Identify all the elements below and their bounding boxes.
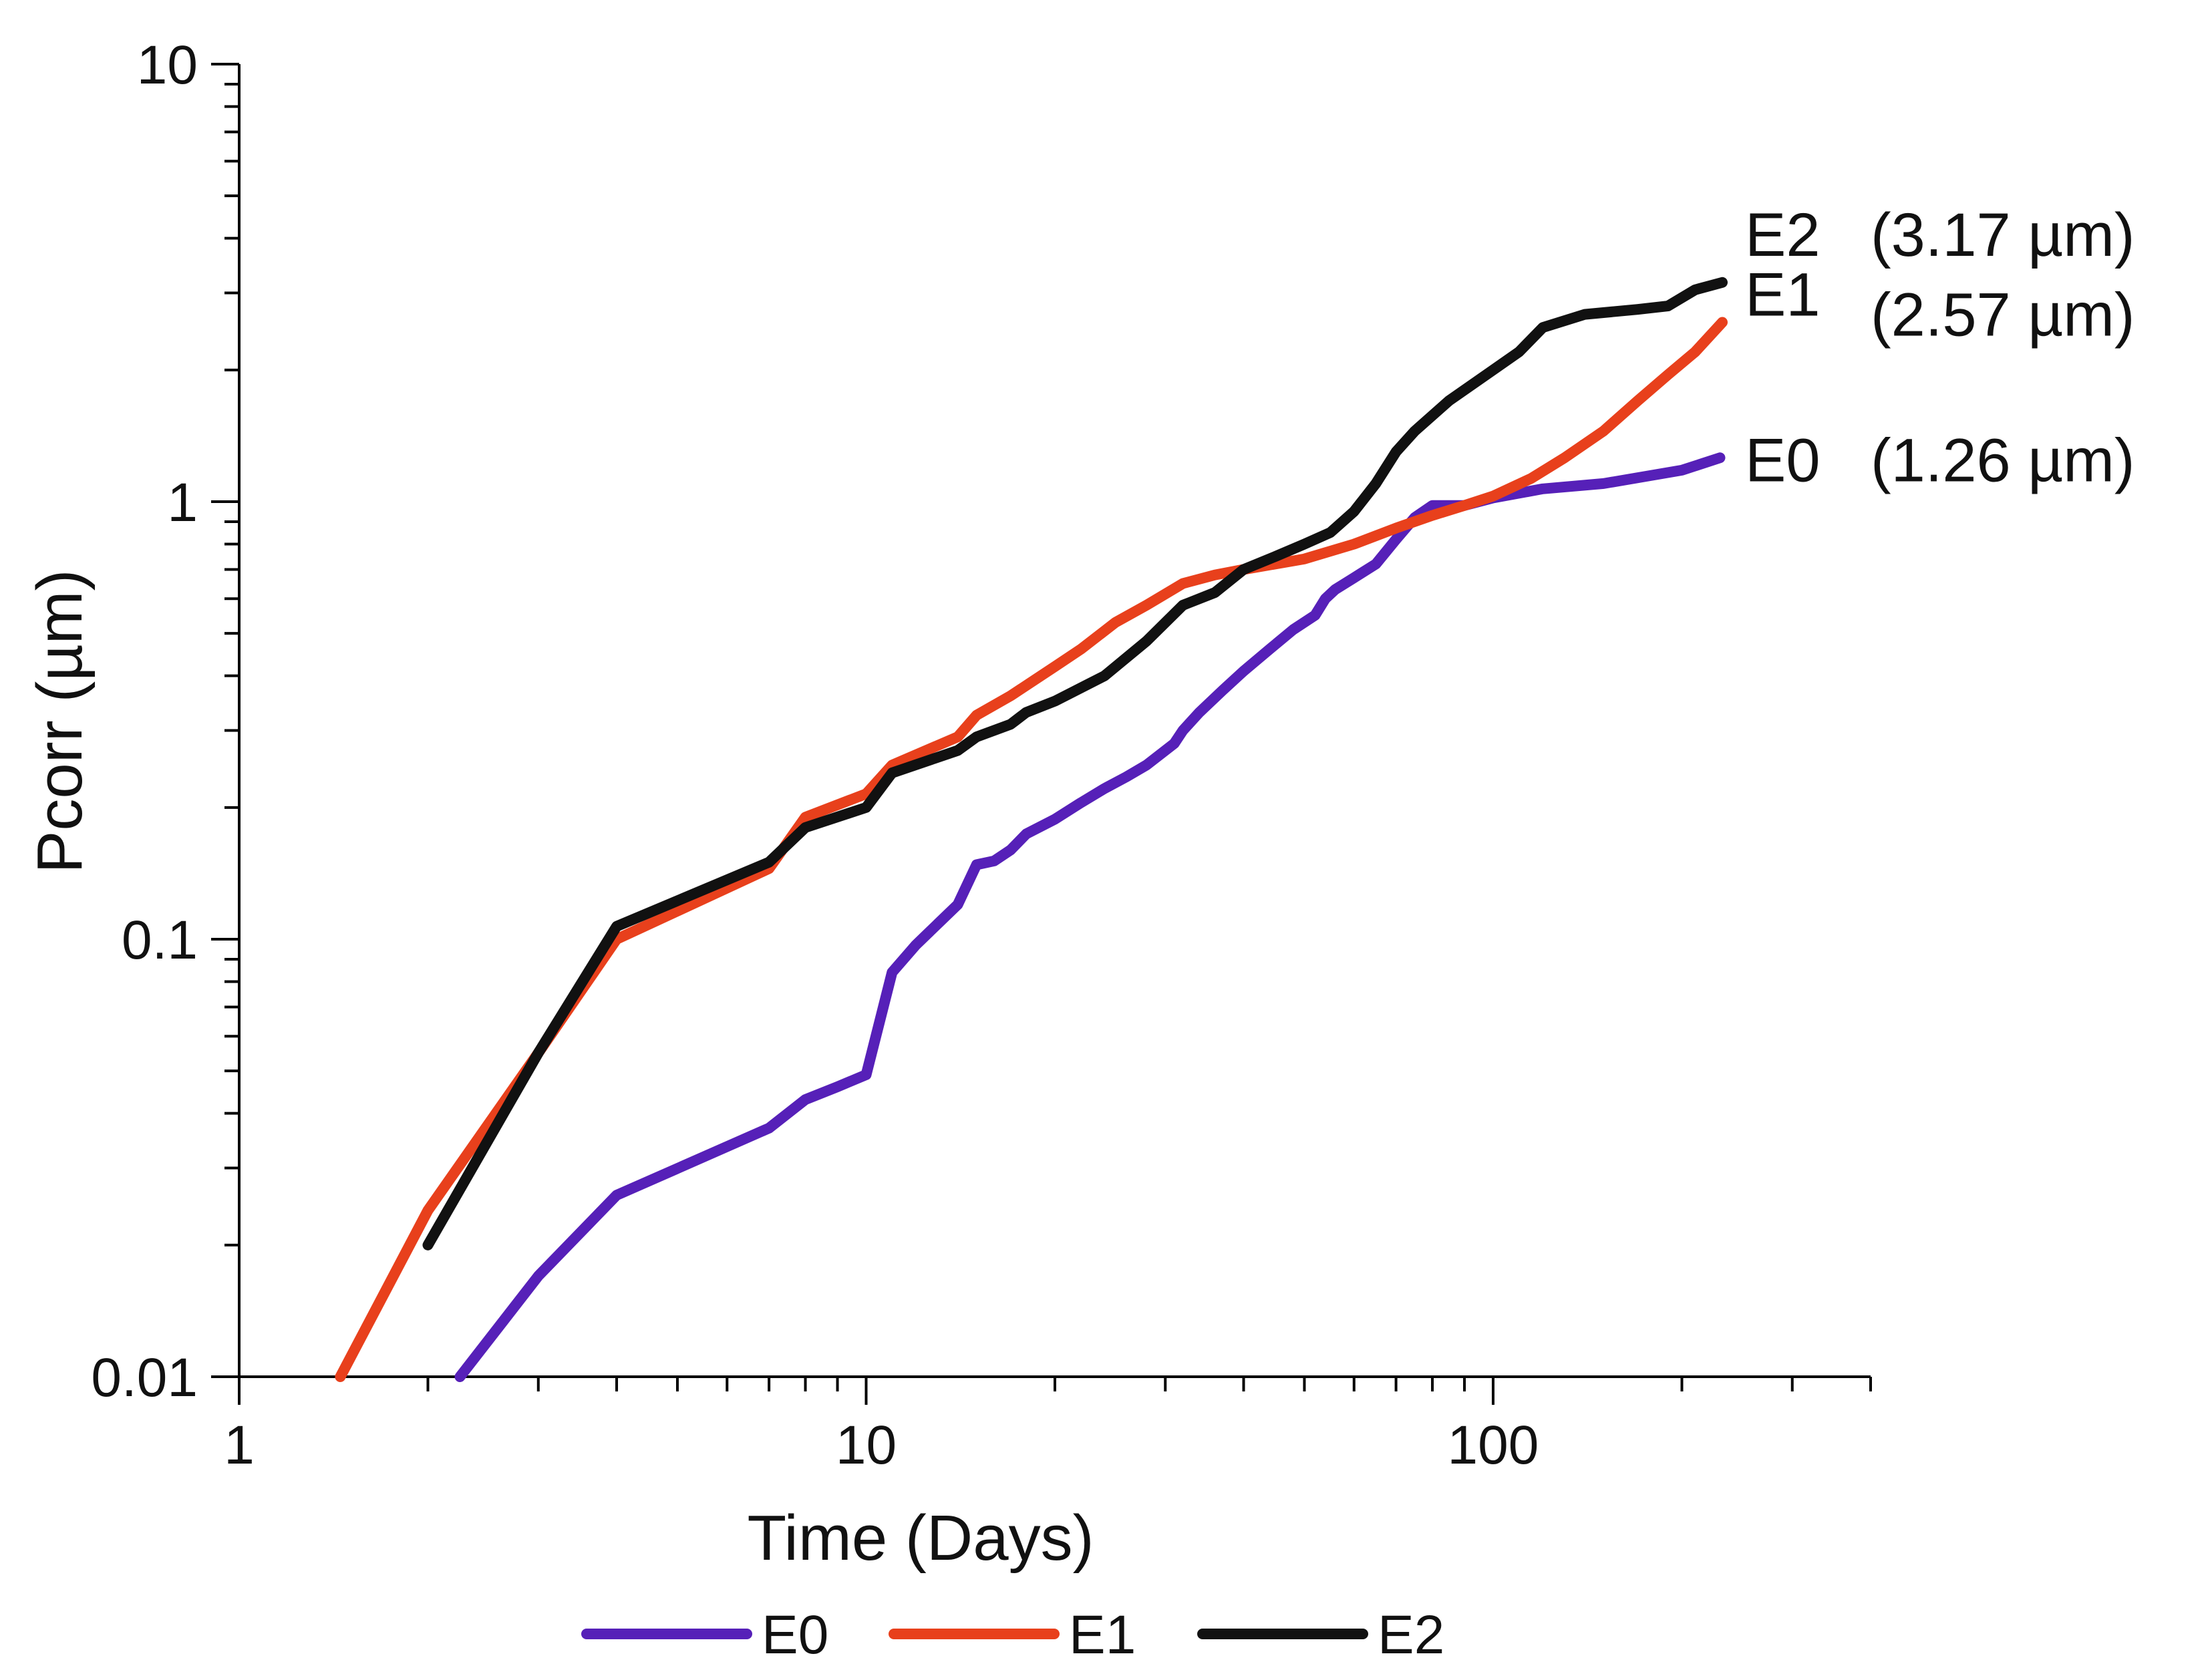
end-label-e1: E1 [1745, 261, 1821, 329]
end-label-e0: E0 [1745, 426, 1821, 494]
legend: E0 E1 E2 [581, 1605, 1444, 1665]
axes [238, 64, 1871, 1378]
x-tick-label: 1 [224, 1415, 255, 1476]
end-label-e2: E2 [1745, 201, 1821, 269]
series-line-e0 [454, 452, 1726, 1382]
end-value-label-e2: (3.17 µm) [1871, 201, 2135, 269]
end-value-label-e0: (1.26 µm) [1871, 426, 2135, 494]
y-tick-label: 10 [137, 35, 198, 96]
series-line-e2 [422, 277, 1728, 1250]
legend-label-e1: E1 [1069, 1605, 1136, 1665]
series-line-e1 [335, 317, 1728, 1382]
end-labels: E0 (1.26 µm) E1 (2.57 µm) E2 (3.17 µm) [1745, 201, 2135, 494]
x-minor-ticks [426, 1377, 1872, 1391]
y-tick-label: 1 [167, 472, 198, 533]
end-value-label-e1: (2.57 µm) [1871, 281, 2135, 349]
series-lines [335, 277, 1728, 1382]
legend-label-e2: E2 [1378, 1605, 1444, 1665]
x-tick-label: 100 [1448, 1415, 1539, 1476]
y-minor-ticks [224, 82, 239, 1246]
y-tick-label: 0.1 [122, 910, 198, 971]
x-axis-title: Time (Days) [747, 1502, 1094, 1574]
x-ticks: 1 10 100 [224, 1377, 1539, 1476]
y-tick-label: 0.01 [91, 1347, 198, 1408]
y-axis-title: Pcorr (µm) [24, 569, 96, 873]
y-ticks: 0.01 0.1 1 10 [91, 35, 239, 1408]
x-tick-label: 10 [836, 1415, 897, 1476]
legend-label-e0: E0 [762, 1605, 828, 1665]
